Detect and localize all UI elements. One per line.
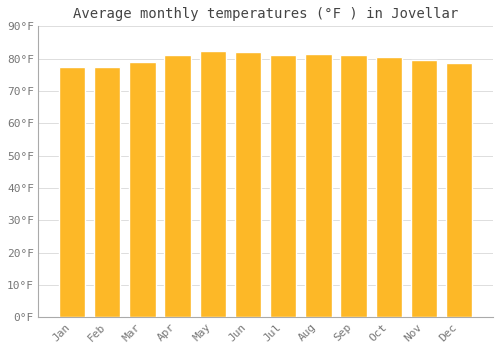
Title: Average monthly temperatures (°F ) in Jovellar: Average monthly temperatures (°F ) in Jo… <box>73 7 458 21</box>
Bar <box>129 62 156 317</box>
Bar <box>235 52 261 317</box>
Bar <box>305 54 332 317</box>
Bar <box>164 55 191 317</box>
Bar <box>59 67 85 317</box>
Bar <box>446 63 472 317</box>
Bar <box>94 67 120 317</box>
Bar <box>340 55 367 317</box>
Bar <box>411 60 437 317</box>
Bar <box>270 55 296 317</box>
Bar <box>200 50 226 317</box>
Bar <box>376 57 402 317</box>
